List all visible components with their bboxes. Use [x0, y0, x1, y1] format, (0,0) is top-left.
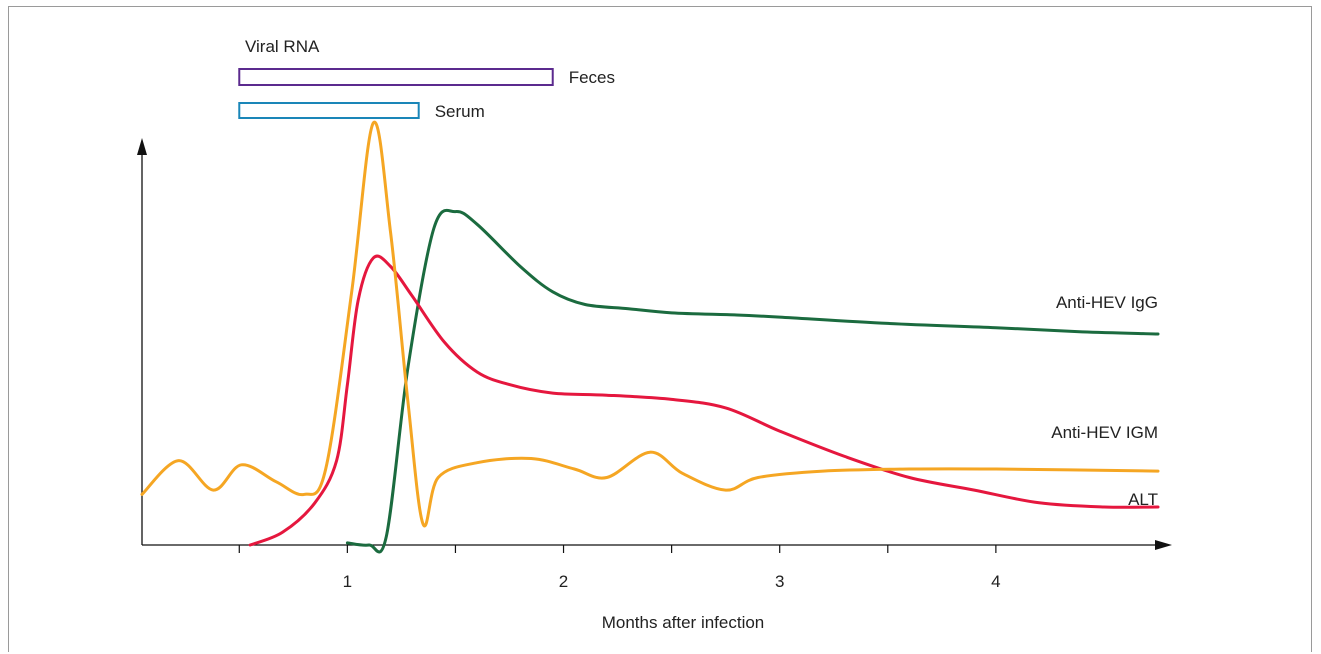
x-ticks: 1 2 3 4 — [238, 545, 1001, 591]
viral-rna-bar-label: Feces — [569, 68, 615, 87]
series-line-anti-hev-igm — [248, 254, 1160, 547]
data-series — [140, 120, 1160, 554]
viral-rna-panel: Viral RNA Feces Serum — [238, 37, 615, 121]
series-labels: Anti-HEV IgG Anti-HEV IGM ALT — [1051, 293, 1158, 509]
chart-axes — [137, 138, 1172, 550]
series-label: ALT — [1128, 490, 1158, 509]
y-axis-arrowhead — [137, 138, 147, 155]
x-tick-label: 1 — [343, 572, 352, 591]
series-line-anti-hev-igg — [345, 208, 1160, 554]
viral-rna-bar-label: Serum — [435, 102, 485, 121]
viral-rna-bar-feces — [238, 68, 554, 86]
x-axis-title: Months after infection — [602, 613, 765, 632]
viral-rna-title: Viral RNA — [245, 37, 320, 56]
x-tick-label: 3 — [775, 572, 784, 591]
figure-frame — [8, 6, 1312, 652]
x-tick-label: 2 — [559, 572, 568, 591]
series-label: Anti-HEV IgG — [1056, 293, 1158, 312]
series-label: Anti-HEV IGM — [1051, 423, 1158, 442]
x-tick-label: 4 — [991, 572, 1000, 591]
x-axis-arrowhead — [1155, 540, 1172, 550]
viral-rna-bar-serum — [238, 102, 420, 119]
series-line-alt — [140, 120, 1160, 528]
